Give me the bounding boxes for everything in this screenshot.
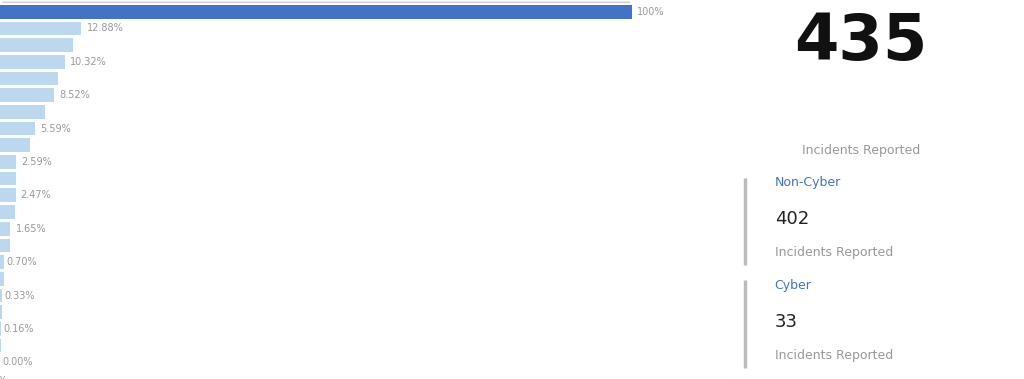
Bar [0,289,2,302]
Text: Non-Cyber: Non-Cyber [775,176,841,189]
Text: 0%: 0% [0,376,8,379]
Bar [0,5,633,19]
Text: Incidents Reported: Incidents Reported [775,349,893,362]
Bar [0,38,73,52]
Bar [0,72,58,85]
Text: 435: 435 [794,11,928,74]
Bar [0,22,82,35]
Bar [0,205,15,219]
Bar [0,138,31,152]
Text: 10.32%: 10.32% [71,57,108,67]
Bar [0,239,10,252]
Text: 0.16%: 0.16% [3,324,34,334]
Text: 2.47%: 2.47% [20,190,51,200]
Bar [0,255,4,269]
Text: 100%: 100% [637,7,665,17]
Text: 12.88%: 12.88% [86,23,123,33]
Text: 0.33%: 0.33% [4,291,35,301]
Bar [0,305,2,319]
Bar [0,122,36,135]
Bar [0,188,15,202]
Text: 33: 33 [775,313,798,330]
Bar [0,272,4,286]
Bar [0,88,54,102]
Bar [0,155,16,169]
Text: 0.70%: 0.70% [6,257,37,267]
Text: 1.65%: 1.65% [15,224,46,234]
Text: Cyber: Cyber [775,279,812,291]
Bar [0,105,45,119]
Bar [0,172,16,185]
Bar [0,222,10,236]
Text: 5.59%: 5.59% [40,124,71,133]
Text: 2.59%: 2.59% [22,157,52,167]
Text: 8.52%: 8.52% [59,90,90,100]
Text: Incidents Reported: Incidents Reported [775,246,893,259]
Bar [0,55,66,69]
Text: 100%: 100% [617,0,647,1]
Text: 0.00%: 0.00% [2,357,33,367]
Text: Incidents Reported: Incidents Reported [802,144,920,157]
Text: 402: 402 [775,210,809,228]
